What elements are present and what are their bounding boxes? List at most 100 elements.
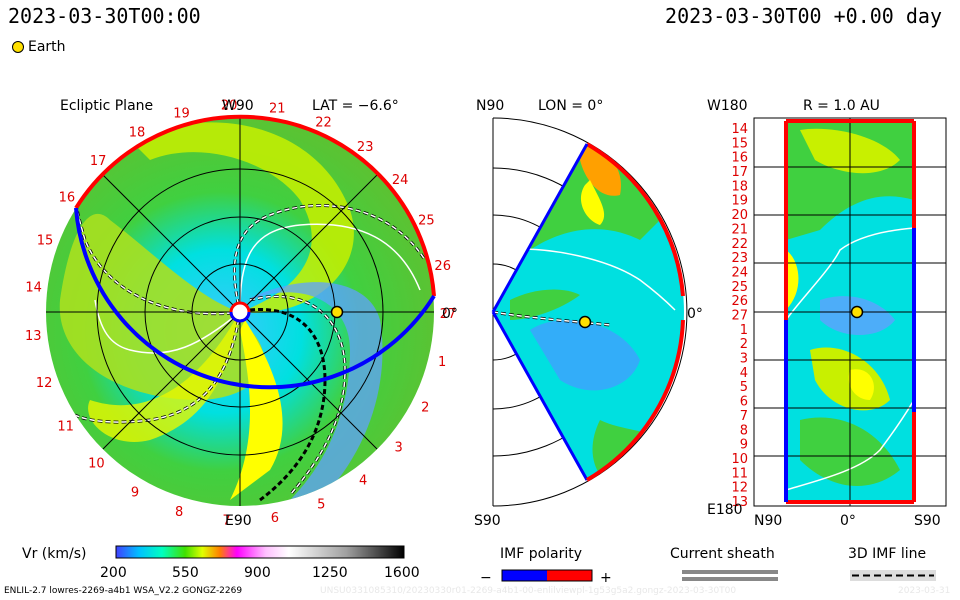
carrington-tick-label: 17	[90, 154, 107, 169]
radial-y-label: 11	[731, 466, 748, 481]
ecliptic-right-label: 0°	[442, 306, 458, 322]
colorbar-tick-900: 900	[244, 565, 271, 581]
datetime-left: 2023-03-30T00:00	[8, 4, 201, 28]
meridional-bottom-label: S90	[474, 513, 501, 529]
earth-marker-ecliptic-icon	[330, 305, 344, 319]
carrington-tick-label: 15	[37, 234, 54, 249]
carrington-tick-label: 8	[175, 505, 183, 520]
radial-y-label: 27	[731, 309, 748, 324]
current-sheath-title: Current sheath	[670, 546, 775, 562]
carrington-tick-label: 14	[25, 281, 42, 296]
colorbar-tick-1600: 1600	[384, 565, 420, 581]
earth-legend-label: Earth	[28, 39, 66, 55]
imf-minus-label: −	[480, 570, 492, 586]
carrington-tick-label: 20	[221, 98, 238, 113]
radial-y-label: 3	[740, 352, 748, 367]
current-sheath-legend: Current sheath	[670, 546, 778, 581]
carrington-ticks: 20 21222324252627123456789101112131415161…	[25, 98, 456, 528]
radial-bottom-left-label: E180	[707, 502, 743, 518]
radial-y-label: 19	[731, 194, 748, 209]
earth-marker-icon	[12, 41, 24, 53]
model-info: ENLIL-2.7 lowres-2269-a4b1 WSA_V2.2 GONG…	[4, 586, 243, 596]
meridional-right-label: 0°	[687, 306, 703, 322]
carrington-tick-label: 22	[315, 116, 332, 131]
imf-negative-swatch	[502, 570, 547, 581]
carrington-tick-label: 23	[357, 140, 374, 155]
carrington-tick-label: 12	[36, 376, 53, 391]
carrington-tick-label: 3	[394, 441, 402, 456]
earth-marker-meridional-icon	[578, 315, 592, 329]
colorbar-tick-1250: 1250	[312, 565, 348, 581]
imf-polarity-legend: IMF polarity − +	[480, 546, 612, 586]
radial-y-label: 15	[731, 136, 748, 151]
radial-y-label: 2	[740, 337, 748, 352]
imf-polarity-title: IMF polarity	[500, 546, 582, 562]
imf-positive-swatch	[547, 570, 592, 581]
carrington-tick-label: 10	[88, 457, 105, 472]
meridional-panel: N90 LON = 0° S90 0°	[474, 98, 703, 529]
radial-y-labels: 1415161718192021222324252627123456789101…	[731, 122, 748, 510]
radial-y-label: 21	[731, 222, 748, 237]
radial-y-label: 9	[740, 438, 748, 453]
radial-y-label: 23	[731, 251, 748, 266]
carrington-tick-label: 1	[438, 355, 446, 370]
ecliptic-panel: 20 21222324252627123456789101112131415161…	[25, 98, 458, 529]
carrington-tick-label: 18	[129, 125, 146, 140]
earth-marker-radial-icon	[850, 305, 864, 319]
carrington-tick-label: 7	[223, 514, 231, 529]
radial-y-label: 14	[731, 122, 748, 137]
earth-legend: Earth	[12, 39, 66, 55]
ecliptic-bottom-label: E90	[225, 513, 252, 529]
imf-line-legend: 3D IMF line	[848, 546, 936, 581]
radial-x-label-s90: S90	[914, 513, 941, 529]
radial-y-label: 25	[731, 280, 748, 295]
carrington-tick-label: 21	[269, 101, 286, 116]
meridional-top-label: N90	[476, 98, 504, 114]
radial-y-label: 1	[740, 323, 748, 338]
radial-x-label-n90: N90	[754, 513, 782, 529]
imf-line-title: 3D IMF line	[848, 546, 926, 562]
carrington-tick-label: 16	[59, 191, 76, 206]
ecliptic-lat-label: LAT = −6.6°	[312, 98, 399, 114]
datetime-right: 2023-03-30T00 +0.00 day	[665, 4, 942, 28]
carrington-tick-label: 26	[434, 259, 451, 274]
radial-y-label: 10	[731, 452, 748, 467]
carrington-tick-label: 13	[25, 329, 42, 344]
radial-y-label: 5	[740, 380, 748, 395]
carrington-tick-label: 5	[317, 498, 325, 513]
carrington-tick-label: 19	[173, 106, 190, 121]
radial-y-label: 20	[731, 208, 748, 223]
colorbar-label: Vr (km/s)	[22, 546, 86, 562]
velocity-colorbar: Vr (km/s) 200 550 900 1250 1600	[22, 545, 420, 581]
radial-y-label: 8	[740, 423, 748, 438]
ecliptic-title: Ecliptic Plane	[60, 98, 153, 114]
file-info: UNSU0331085310/20230330r01-2269-a4b1-00-…	[320, 586, 737, 596]
colorbar-tick-550: 550	[172, 565, 199, 581]
imf-plus-label: +	[600, 570, 612, 586]
radial-panel: 1415161718192021222324252627123456789101…	[707, 98, 947, 529]
meridional-lon-label: LON = 0°	[538, 98, 603, 114]
carrington-tick-label: 27	[440, 307, 457, 322]
radial-y-label: 4	[740, 366, 748, 381]
colorbar-tick-200: 200	[100, 565, 127, 581]
radial-y-label: 12	[731, 481, 748, 496]
carrington-tick-label: 9	[131, 486, 139, 501]
radial-y-label: 26	[731, 294, 748, 309]
radial-y-label: 17	[731, 165, 748, 180]
radial-r-label: R = 1.0 AU	[803, 98, 880, 114]
carrington-tick-label: 11	[57, 419, 74, 434]
radial-y-label: 24	[731, 266, 748, 281]
radial-y-label: 7	[740, 409, 748, 424]
carrington-tick-label: 4	[359, 474, 367, 489]
radial-y-label: 13	[731, 495, 748, 510]
date-stamp: 2023-03-31	[898, 586, 951, 596]
radial-top-left-label: W180	[707, 98, 748, 114]
radial-y-label: 18	[731, 179, 748, 194]
radial-y-label: 6	[740, 395, 748, 410]
radial-x-label-0: 0°	[840, 513, 856, 529]
radial-y-label: 22	[731, 237, 748, 252]
carrington-tick-label: 25	[418, 214, 435, 229]
carrington-tick-label: 6	[271, 511, 279, 526]
carrington-tick-label: 2	[421, 400, 429, 415]
